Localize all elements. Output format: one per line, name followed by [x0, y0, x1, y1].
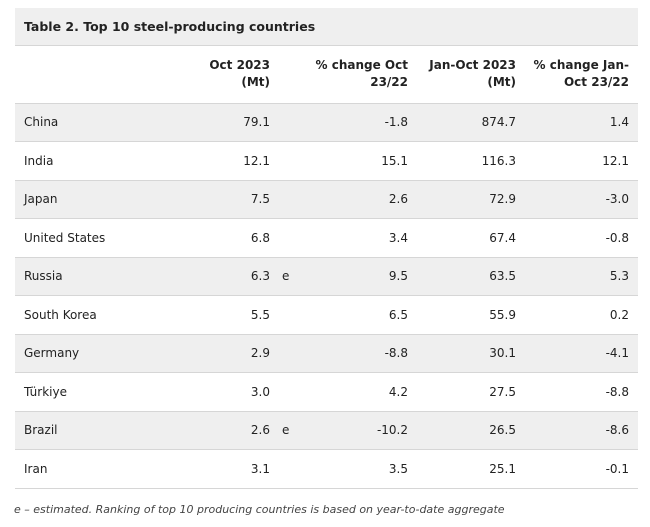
- cell-ytd-change: -8.8: [605, 384, 629, 399]
- cell-ytd: 63.5: [489, 269, 516, 284]
- cell-country: United States: [24, 230, 106, 245]
- cell-oct-change: -8.8: [384, 346, 408, 361]
- cell-country: Türkiye: [24, 384, 67, 399]
- cell-oct-2023: 7.5: [250, 192, 270, 207]
- cell-ytd: 25.1: [489, 461, 516, 476]
- header-oct-line1: Oct 2023: [209, 58, 270, 73]
- table-title: Table 2. Top 10 steel-producing countrie…: [15, 8, 638, 46]
- cell-ytd: 27.5: [489, 384, 516, 399]
- cell-ytd-change: 12.1: [602, 153, 629, 168]
- cell-country: India: [24, 153, 54, 168]
- table-row: Japan 7.5 2.6 72.9 -3.0: [15, 180, 638, 219]
- cell-ytd: 30.1: [489, 346, 516, 361]
- cell-oct-change: 3.5: [388, 461, 408, 476]
- cell-country: Germany: [24, 346, 80, 361]
- cell-ytd-change: -3.0: [605, 192, 629, 207]
- cell-ytd-change: -0.8: [605, 230, 629, 245]
- cell-oct-change: 15.1: [381, 153, 408, 168]
- header-oct-change: % change Oct 23/22: [309, 46, 417, 104]
- header-oct-2023: Oct 2023 (Mt): [171, 46, 279, 104]
- header-oct-line2: (Mt): [241, 75, 270, 90]
- cell-ytd: 874.7: [481, 115, 516, 130]
- header-ytd: Jan-Oct 2023 (Mt): [417, 46, 525, 104]
- cell-estimate-flag: [279, 334, 309, 373]
- table-row: China 79.1 -1.8 874.7 1.4: [15, 103, 638, 142]
- cell-oct-change: -1.8: [384, 115, 408, 130]
- cell-ytd-change: -8.6: [605, 423, 629, 438]
- cell-oct-change: 4.2: [388, 384, 408, 399]
- cell-estimate-flag: [279, 219, 309, 258]
- cell-estimate-flag: e: [282, 269, 290, 284]
- header-oct-change-line2: 23/22: [370, 75, 408, 90]
- table-row: South Korea 5.5 6.5 55.9 0.2: [15, 295, 638, 335]
- cell-oct-2023: 12.1: [243, 153, 270, 168]
- cell-oct-2023: 2.9: [250, 346, 270, 361]
- header-ytd-change: % change Jan- Oct 23/22: [525, 46, 638, 104]
- cell-oct-change: 6.5: [388, 307, 408, 322]
- table-row: Germany 2.9 -8.8 30.1 -4.1: [15, 334, 638, 373]
- cell-estimate-flag: [279, 373, 309, 412]
- cell-ytd: 55.9: [489, 307, 516, 322]
- cell-oct-change: -10.2: [376, 423, 408, 438]
- cell-oct-2023: 3.0: [250, 384, 270, 399]
- cell-country: China: [24, 115, 59, 130]
- cell-ytd-change: -0.1: [605, 461, 629, 476]
- cell-ytd-change: 5.3: [609, 269, 629, 284]
- table-row: Brazil 2.6 e -10.2 26.5 -8.6: [15, 411, 638, 450]
- cell-oct-2023: 6.3: [250, 269, 270, 284]
- cell-oct-change: 3.4: [388, 230, 408, 245]
- steel-production-table: Oct 2023 (Mt) % change Oct 23/22 Jan-Oct…: [15, 46, 638, 489]
- header-ytd-change-line2: Oct 23/22: [563, 75, 629, 90]
- cell-ytd: 72.9: [489, 192, 516, 207]
- cell-estimate-flag: [279, 296, 309, 335]
- cell-country: Iran: [24, 461, 48, 476]
- steel-table-container: Table 2. Top 10 steel-producing countrie…: [15, 8, 638, 489]
- cell-oct-2023: 5.5: [250, 307, 270, 322]
- table-row: Türkiye 3.0 4.2 27.5 -8.8: [15, 372, 638, 412]
- header-ytd-line1: Jan-Oct 2023: [429, 58, 516, 73]
- cell-ytd: 26.5: [489, 423, 516, 438]
- cell-oct-change: 2.6: [388, 192, 408, 207]
- cell-country: South Korea: [24, 307, 97, 322]
- cell-oct-2023: 3.1: [250, 461, 270, 476]
- cell-oct-2023: 79.1: [243, 115, 270, 130]
- cell-ytd: 67.4: [489, 230, 516, 245]
- cell-ytd-change: 0.2: [609, 307, 629, 322]
- header-country: [15, 46, 171, 104]
- cell-country: Brazil: [24, 423, 58, 438]
- cell-estimate-flag: e: [282, 423, 290, 438]
- table-body: China 79.1 -1.8 874.7 1.4 India 12.1 15.1 116.3 1…: [15, 103, 638, 488]
- table-row: Iran 3.1 3.5 25.1 -0.1: [15, 449, 638, 489]
- header-flag: [279, 46, 309, 104]
- cell-estimate-flag: [279, 103, 309, 142]
- cell-country: Russia: [24, 269, 63, 284]
- cell-oct-2023: 2.6: [250, 423, 270, 438]
- cell-country: Japan: [24, 192, 58, 207]
- header-oct-change-line1: % change Oct: [315, 58, 408, 73]
- cell-oct-change: 9.5: [388, 269, 408, 284]
- cell-ytd: 116.3: [481, 153, 516, 168]
- table-row: India 12.1 15.1 116.3 12.1: [15, 141, 638, 181]
- cell-estimate-flag: [279, 180, 309, 219]
- table-header-row: Oct 2023 (Mt) % change Oct 23/22 Jan-Oct…: [15, 46, 638, 104]
- cell-ytd-change: 1.4: [609, 115, 629, 130]
- table-row: United States 6.8 3.4 67.4 -0.8: [15, 218, 638, 258]
- cell-estimate-flag: [279, 450, 309, 489]
- table-row: Russia 6.3 e 9.5 63.5 5.3: [15, 257, 638, 296]
- cell-oct-2023: 6.8: [250, 230, 270, 245]
- header-ytd-change-line1: % change Jan-: [533, 58, 630, 73]
- header-ytd-line2: (Mt): [487, 75, 516, 90]
- table-footnote: e – estimated. Ranking of top 10 produci…: [14, 503, 505, 516]
- cell-estimate-flag: [279, 142, 309, 181]
- cell-ytd-change: -4.1: [605, 346, 629, 361]
